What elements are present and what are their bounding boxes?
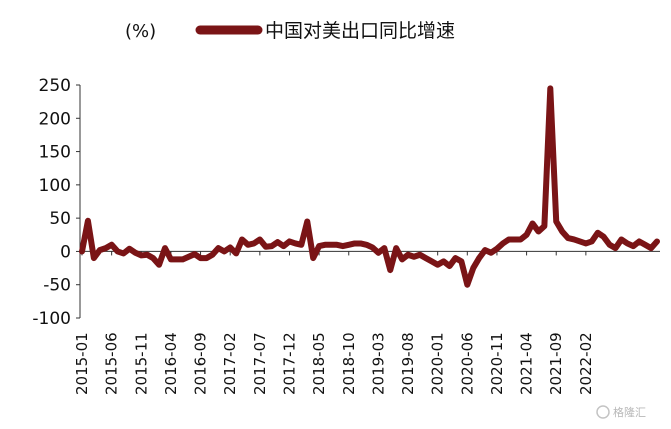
y-tick-label: 200	[39, 109, 71, 129]
series-line-china-us-exports	[79, 85, 660, 288]
x-tick-label: 2018-10	[340, 332, 358, 395]
x-tick-label: 2016-09	[192, 332, 210, 395]
y-tick-label: 150	[39, 143, 71, 163]
x-tick-label: 2015-11	[132, 332, 150, 395]
x-ticks: 2015-01 2015-06 2015-11 2016-04 2016-09 2017-…	[73, 251, 595, 395]
legend-label: 中国对美出口同比增速	[265, 20, 455, 42]
x-tick-label: 2017-02	[221, 332, 239, 395]
x-tick-label: 2020-06	[458, 332, 476, 395]
x-tick-label: 2016-04	[162, 332, 180, 395]
x-tick-label: 2020-11	[488, 332, 506, 395]
x-tick-label: 2017-07	[251, 332, 269, 395]
x-tick-label: 2015-01	[73, 332, 91, 395]
x-tick-label: 2022-02	[577, 332, 595, 395]
x-tick-label: 2015-06	[103, 332, 121, 395]
y-tick-label: 0	[60, 242, 71, 262]
x-tick-label: 2019-08	[399, 332, 417, 395]
y-unit-label: (%)	[125, 21, 156, 42]
y-ticks: 250 200 150 100 50 0 -50 -100	[32, 76, 80, 329]
legend: (%) 中国对美出口同比增速	[125, 20, 455, 42]
watermark-logo-icon	[596, 405, 610, 419]
x-tick-label: 2018-05	[310, 332, 328, 395]
x-tick-label: 2021-04	[518, 332, 536, 395]
watermark-text: 格隆汇	[613, 405, 646, 419]
y-tick-label: 100	[39, 176, 71, 196]
y-tick-label: -50	[43, 276, 71, 296]
y-tick-label: -100	[32, 309, 71, 329]
x-tick-label: 2017-12	[280, 332, 298, 395]
x-tick-label: 2019-03	[369, 332, 387, 395]
y-tick-label: 250	[39, 76, 71, 96]
x-tick-label: 2020-01	[429, 332, 447, 395]
y-tick-label: 50	[49, 209, 71, 229]
watermark: 格隆汇	[596, 405, 646, 419]
x-tick-label: 2021-09	[547, 332, 565, 395]
